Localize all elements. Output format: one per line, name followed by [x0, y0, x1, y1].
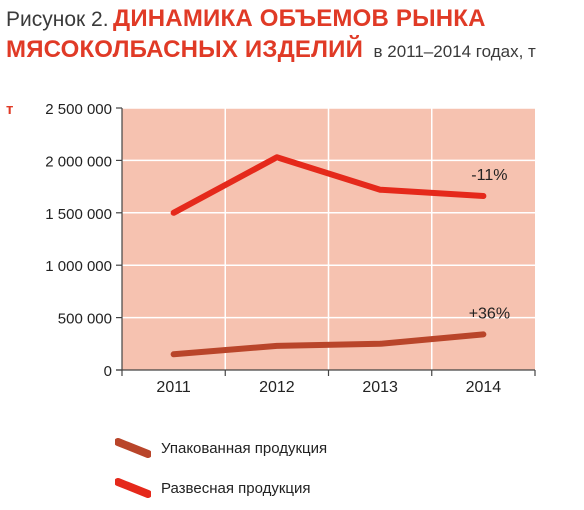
y-tick-label-3: 1 500 000 — [45, 206, 112, 223]
chart-subtitle: в 2011–2014 годах, т — [373, 42, 536, 61]
x-tick-label-2: 2013 — [362, 379, 398, 396]
y-tick-label-5: 2 500 000 — [45, 101, 112, 118]
y-axis-unit-label: т — [6, 101, 13, 118]
chart-title: ДИНАМИКА ОБЪЕМОВ РЫНКА — [113, 5, 486, 32]
legend-swatch-weighed — [115, 478, 151, 498]
x-tick-label-1: 2012 — [259, 379, 295, 396]
y-tick-label-1: 500 000 — [58, 311, 112, 328]
series-annotation-0: +36% — [469, 305, 510, 322]
figure-label: Рисунок 2. — [6, 8, 109, 31]
legend-label-packaged: Упакованная продукция — [161, 439, 328, 457]
legend-item-packaged: Упакованная продукция — [115, 428, 327, 468]
chart-title-continued: МЯСОКОЛБАСНЫХ ИЗДЕЛИЙ — [6, 36, 364, 63]
series-line-0 — [170, 331, 487, 358]
y-tick-label-4: 2 000 000 — [45, 153, 112, 170]
legend-item-weighed: Развесная продукция — [115, 468, 327, 508]
legend-swatch-packaged — [115, 438, 151, 458]
y-tick-label-2: 1 000 000 — [45, 258, 112, 275]
y-tick-label-0: 0 — [104, 363, 112, 380]
legend-label-weighed: Развесная продукция — [161, 479, 311, 497]
chart-legend: Упакованная продукция Развесная продукци… — [115, 428, 327, 508]
x-tick-label-3: 2014 — [466, 379, 502, 396]
series-annotation-1: -11% — [471, 167, 507, 184]
x-tick-label-0: 2011 — [156, 379, 191, 396]
chart-title-block: Рисунок 2. ДИНАМИКА ОБЪЕМОВ РЫНКА МЯСОКО… — [6, 2, 581, 68]
series-line-1 — [170, 154, 487, 216]
